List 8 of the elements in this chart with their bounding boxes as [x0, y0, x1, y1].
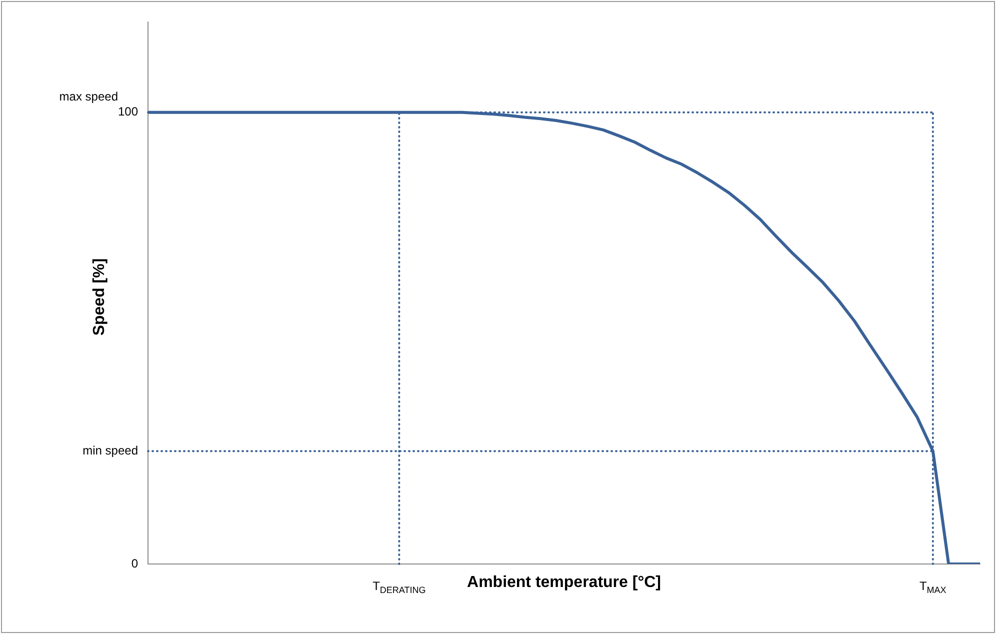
x-tick-label: T$_{MAX}$ [919, 579, 946, 595]
y-axis-title: Speed [%] [91, 258, 109, 336]
ref-line-label: max speed [59, 90, 118, 104]
y-tick-label: min speed [82, 443, 138, 458]
x-axis-title: Ambient temperature [°C] [467, 574, 661, 592]
y-tick-label: 0 [131, 556, 138, 570]
y-tick-label: 100 [118, 104, 138, 119]
x-tick-label: T$_{DERATING}$ [372, 579, 426, 595]
